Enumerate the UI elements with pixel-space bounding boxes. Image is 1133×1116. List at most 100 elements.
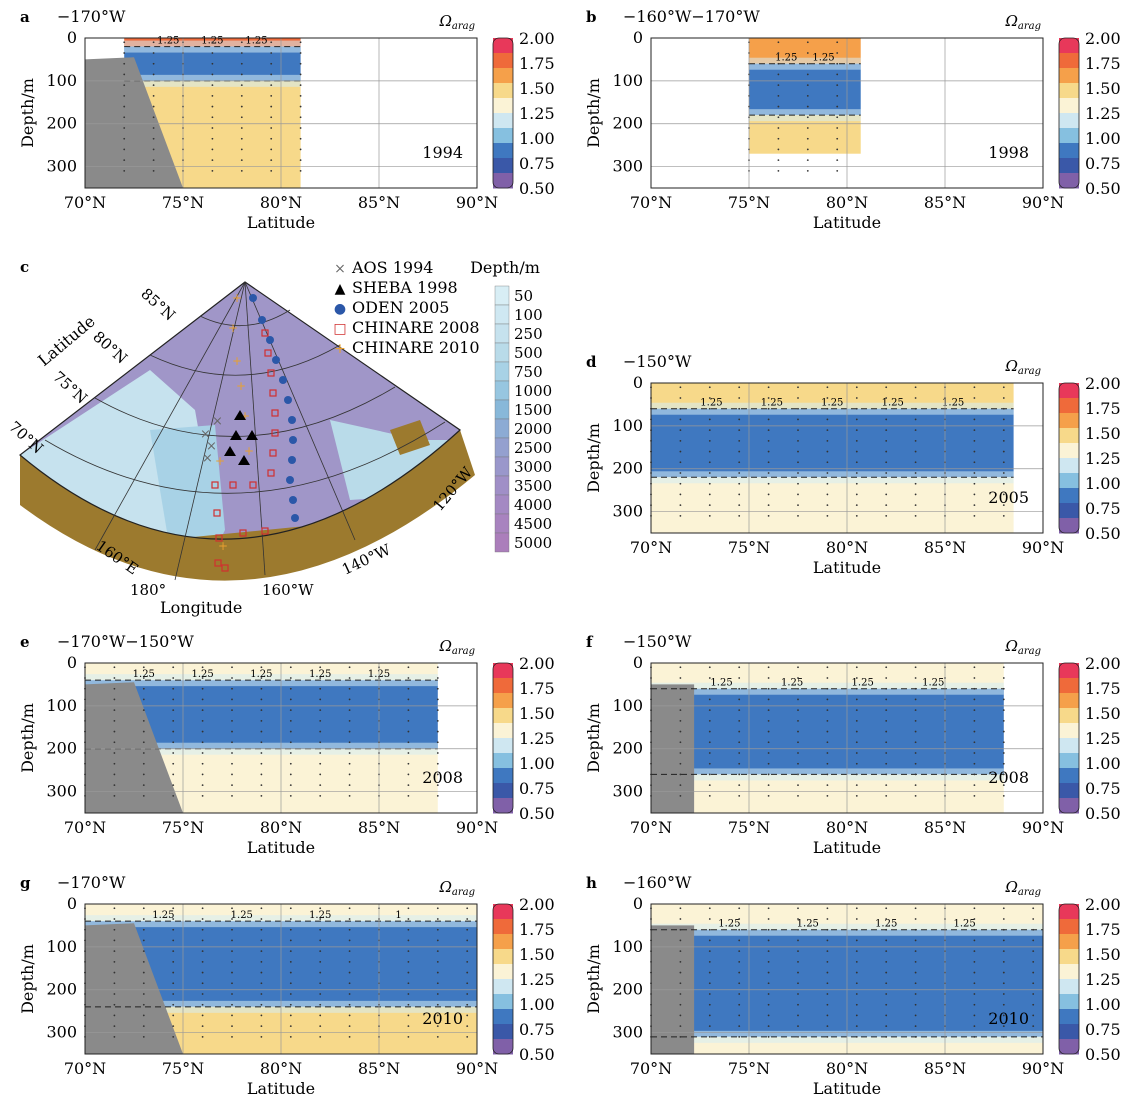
sample-point: [201, 687, 204, 690]
sample-point: [885, 950, 888, 953]
sample-point: [231, 971, 233, 974]
colorbar-tick: 0.75: [1085, 154, 1121, 173]
sample-point: [260, 794, 263, 797]
sample-point: [836, 137, 839, 140]
sample-point: [855, 1003, 858, 1006]
sample-point: [708, 719, 711, 722]
sample-point: [855, 752, 858, 754]
x-axis-label: Latitude: [247, 838, 315, 857]
contour-label: 1.25: [157, 36, 179, 47]
sample-point: [973, 784, 976, 787]
sample-point: [806, 94, 809, 97]
sample-point: [201, 918, 204, 920]
sample-point: [201, 698, 204, 701]
sample-point: [914, 687, 917, 690]
data-layer: [749, 115, 861, 154]
sample-point: [260, 960, 263, 963]
x-tick-label: 80°N: [260, 1059, 302, 1078]
sample-point: [348, 784, 351, 787]
sample-point: [231, 1025, 233, 1028]
sample-point: [973, 687, 976, 690]
sample-point: [914, 928, 917, 931]
sample-point: [767, 918, 770, 920]
sample-point: [885, 762, 888, 765]
sample-point: [885, 407, 888, 410]
colorbar-tick: 0.75: [1085, 499, 1121, 518]
sample-point: [407, 1025, 410, 1028]
sample-point: [289, 752, 292, 754]
sample-point: [826, 709, 829, 712]
colorbar-tick: 1.75: [519, 54, 555, 73]
station-track-oden: [249, 294, 299, 522]
colorbar-segment: [1059, 979, 1079, 995]
sample-point: [826, 752, 829, 754]
sample-point: [289, 666, 292, 669]
sample-point: [211, 73, 214, 76]
sample-point: [973, 407, 976, 410]
sample-point: [885, 752, 888, 754]
sample-point: [973, 504, 976, 507]
sample-point: [738, 709, 741, 712]
sample-point: [436, 752, 439, 754]
sample-point: [797, 982, 799, 985]
y-tick-label: 100: [612, 696, 643, 715]
colorbar-segment: [493, 53, 513, 69]
sample-point: [738, 950, 741, 953]
sample-point: [142, 762, 145, 765]
contour-label: 1.25: [922, 678, 944, 689]
sample-point: [855, 677, 858, 679]
sample-point: [738, 1025, 741, 1028]
sample-point: [1002, 709, 1005, 712]
colorbar-tick: 1.75: [519, 920, 555, 939]
sample-point: [767, 773, 770, 776]
sample-point: [260, 1014, 263, 1017]
sample-point: [708, 741, 711, 744]
sample-point: [113, 907, 116, 910]
sample-point: [973, 666, 976, 669]
sample-point: [806, 159, 809, 162]
colorbar-segment: [1059, 158, 1079, 174]
sample-point: [1002, 482, 1005, 485]
sample-point: [826, 461, 829, 464]
lat-line: [94, 386, 396, 437]
sample-point: [1002, 918, 1005, 920]
sample-point: [855, 450, 858, 453]
sample-point: [289, 939, 292, 942]
sample-point: [708, 939, 711, 942]
x-tick-label: 75°N: [728, 193, 770, 212]
sample-point: [270, 169, 273, 172]
data-layer: [749, 63, 861, 116]
sample-point: [231, 752, 233, 754]
sample-point: [142, 950, 145, 953]
depth-tick: 100: [514, 306, 543, 324]
legend-symbol: ×: [334, 261, 346, 277]
colorbar-segment: [493, 1009, 513, 1025]
sample-point: [914, 429, 917, 432]
sample-point: [826, 982, 829, 985]
depth-tick: 3500: [514, 477, 552, 495]
colorbar-tick: 1.50: [1085, 79, 1121, 98]
sample-point: [319, 1003, 322, 1006]
sample-point: [407, 677, 410, 679]
sample-point: [113, 939, 116, 942]
sample-point: [231, 950, 233, 953]
sample-point: [348, 1014, 351, 1017]
panel-title: −170°W: [57, 873, 126, 892]
sample-point: [826, 450, 829, 453]
sample-point: [797, 450, 799, 453]
sample-point: [142, 698, 145, 701]
sample-point: [201, 982, 204, 985]
sample-point: [152, 116, 155, 119]
sample-point: [123, 52, 126, 54]
sample-point: [767, 493, 770, 496]
sample-point: [708, 666, 711, 669]
sample-point: [348, 950, 351, 953]
sample-point: [211, 137, 214, 140]
sample-point: [260, 709, 263, 712]
depth-tick: 50: [514, 287, 533, 305]
sample-point: [201, 1003, 204, 1006]
sample-point: [436, 719, 439, 722]
sample-point: [299, 62, 302, 65]
colorbar-tick: 2.00: [519, 895, 555, 914]
sample-point: [240, 41, 243, 44]
